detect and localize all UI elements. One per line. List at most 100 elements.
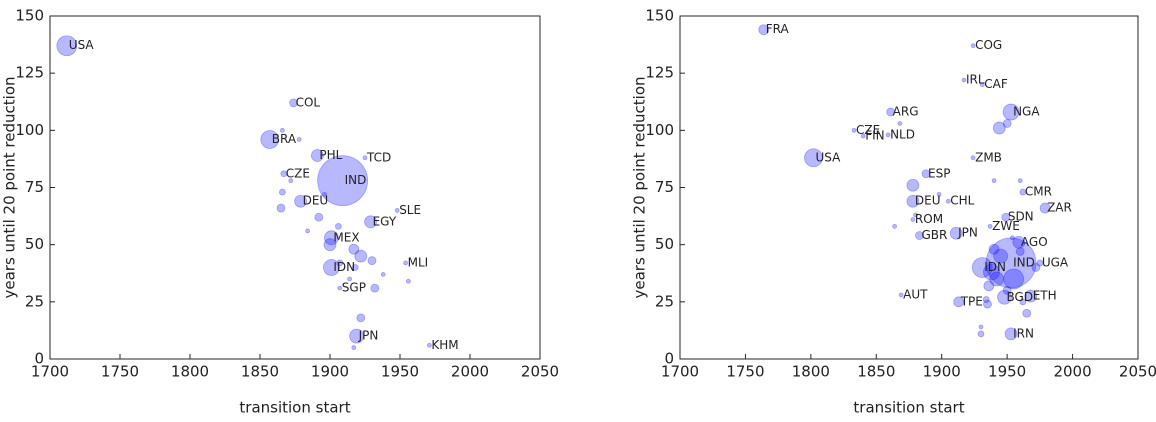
point-label: GBR <box>921 228 947 242</box>
point-label: TCD <box>366 150 391 164</box>
bubble <box>851 127 857 133</box>
bubble <box>1002 119 1012 128</box>
point-label: NLD <box>890 127 915 141</box>
y-tick-label: 0 <box>34 350 44 368</box>
point-label: MLI <box>408 255 429 269</box>
bubble <box>1003 268 1025 290</box>
bubble <box>1001 212 1011 222</box>
bubble <box>936 191 942 197</box>
point-label: AGO <box>1021 235 1048 249</box>
bubble <box>983 299 992 309</box>
point-label: NGA <box>1013 105 1040 119</box>
bubble <box>1019 188 1027 196</box>
bubble <box>351 264 359 271</box>
bubble <box>356 313 366 323</box>
bubble <box>898 292 904 298</box>
bubble <box>977 330 985 338</box>
bubble <box>323 238 337 252</box>
x-tick-label: 1700 <box>661 363 699 381</box>
bubble <box>1039 202 1051 214</box>
point-label: ZWE <box>992 219 1020 233</box>
point-label: SGP <box>342 281 366 295</box>
bubble <box>982 296 990 303</box>
x-tick-label: 1950 <box>988 363 1026 381</box>
point-label: CZE <box>856 123 880 137</box>
y-tick-label: 75 <box>25 178 44 196</box>
bubble <box>1002 103 1020 121</box>
bubble <box>370 283 380 293</box>
point-label: JPN <box>358 329 379 343</box>
bubble <box>988 243 1000 255</box>
bubble <box>915 231 924 240</box>
point-label: CHL <box>950 194 974 208</box>
bubble <box>367 256 377 266</box>
bubble <box>804 148 823 168</box>
bubble <box>970 155 976 161</box>
x-tick-label: 2000 <box>1053 363 1091 381</box>
bubble <box>979 82 985 87</box>
x-tick-label: 1800 <box>171 363 209 381</box>
bubble <box>405 278 411 284</box>
bubble <box>993 248 1008 264</box>
bubble <box>334 222 342 230</box>
bubble <box>278 188 286 196</box>
bubble <box>403 260 409 266</box>
point-label: CMR <box>1025 185 1052 199</box>
bubble <box>897 121 903 126</box>
bubble <box>886 107 896 117</box>
bubble <box>349 328 365 344</box>
bubble <box>1024 289 1038 303</box>
y-tick-label: 25 <box>655 292 674 310</box>
y-axis-label: years until 20 point reduction <box>631 77 649 299</box>
point-label: JPN <box>957 226 978 240</box>
bubble <box>949 226 963 240</box>
bubble <box>961 77 967 83</box>
y-tick-label: 75 <box>655 178 674 196</box>
bubble <box>322 259 340 276</box>
point-label: DEU <box>915 194 941 208</box>
bubble <box>337 285 343 291</box>
bubble <box>989 271 1005 287</box>
x-tick-label: 1700 <box>31 363 69 381</box>
bubble <box>987 223 993 229</box>
point-label: ESP <box>928 166 950 180</box>
bubble <box>992 121 1006 135</box>
x-tick-label: 1950 <box>381 363 419 381</box>
bubble <box>354 249 368 263</box>
point-label: UGA <box>1042 255 1069 269</box>
x-tick-label: 1850 <box>857 363 895 381</box>
bubble <box>978 324 984 330</box>
point-label: ZMB <box>975 150 1002 164</box>
y-tick-label: 50 <box>25 235 44 253</box>
point-label: SLE <box>399 203 421 217</box>
bubble <box>288 178 294 184</box>
bubble <box>321 191 327 197</box>
point-label: EGY <box>373 214 397 228</box>
point-label: AUT <box>903 287 928 301</box>
y-tick-label: 0 <box>664 350 674 368</box>
bubble <box>323 230 339 246</box>
point-label: COL <box>296 95 321 109</box>
bubble <box>56 35 78 57</box>
bubble <box>758 24 770 36</box>
bubble <box>426 342 432 348</box>
point-label: ZAR <box>1047 201 1072 215</box>
point-label: IND <box>345 173 367 187</box>
point-label: TPE <box>960 294 983 308</box>
point-label: BGD <box>1007 290 1034 304</box>
point-label: COG <box>975 38 1002 52</box>
y-tick-label: 100 <box>645 121 674 139</box>
point-label: PHL <box>319 148 342 162</box>
point-label: KHM <box>431 338 458 352</box>
bubble <box>885 132 891 138</box>
y-tick-label: 125 <box>15 64 44 82</box>
bubble <box>1002 285 1012 295</box>
bubble <box>310 149 324 162</box>
bubble <box>1012 235 1026 249</box>
x-tick-label: 1900 <box>923 363 961 381</box>
bubble <box>314 212 324 222</box>
x-tick-label: 2050 <box>521 363 559 381</box>
point-label: ETH <box>1033 289 1057 303</box>
bubble <box>289 98 299 108</box>
